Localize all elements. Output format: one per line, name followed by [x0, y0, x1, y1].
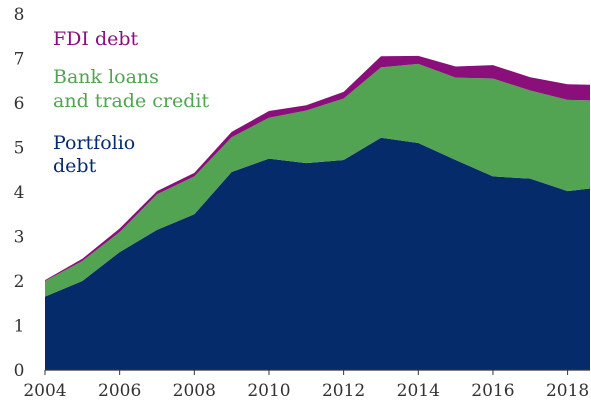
x-tick-label: 2018	[546, 381, 589, 401]
area-bank-loans-and-trade-credit	[45, 63, 590, 297]
y-tick-label: 7	[14, 50, 25, 70]
x-tick-label: 2006	[98, 381, 141, 401]
x-tick-label: 2016	[471, 381, 514, 401]
x-tick-label: 2012	[322, 381, 365, 401]
x-tick-label: 2010	[247, 381, 290, 401]
x-tick-label: 2004	[23, 381, 66, 401]
y-tick-label: 4	[14, 183, 25, 203]
series-label-portfolio-debt: debt	[53, 155, 97, 177]
y-tick-label: 1	[14, 317, 25, 337]
area-portfolio-debt	[45, 137, 590, 370]
series-label-fdi-debt: FDI debt	[53, 28, 139, 50]
y-tick-label: 5	[14, 139, 25, 159]
y-tick-label: 3	[14, 228, 25, 248]
area-fdi-debt	[45, 55, 590, 281]
series-label-portfolio-debt: Portfolio	[53, 132, 135, 154]
series-label-bank-loans-and-trade-credit: and trade credit	[53, 90, 209, 112]
x-tick-label: 2008	[173, 381, 216, 401]
series-label-bank-loans-and-trade-credit: Bank loans	[53, 66, 159, 88]
y-tick-label: 8	[14, 5, 25, 25]
axes-layer: 2004 2006 2008 2010 2012 2014 2016 2018 0 1 2 3 4 5 6 7…	[14, 5, 590, 401]
area-layer	[45, 55, 590, 370]
y-tick-label: 6	[14, 94, 25, 114]
y-tick-label: 2	[14, 272, 25, 292]
x-tick-label: 2014	[397, 381, 440, 401]
y-tick-label: 0	[14, 361, 25, 381]
